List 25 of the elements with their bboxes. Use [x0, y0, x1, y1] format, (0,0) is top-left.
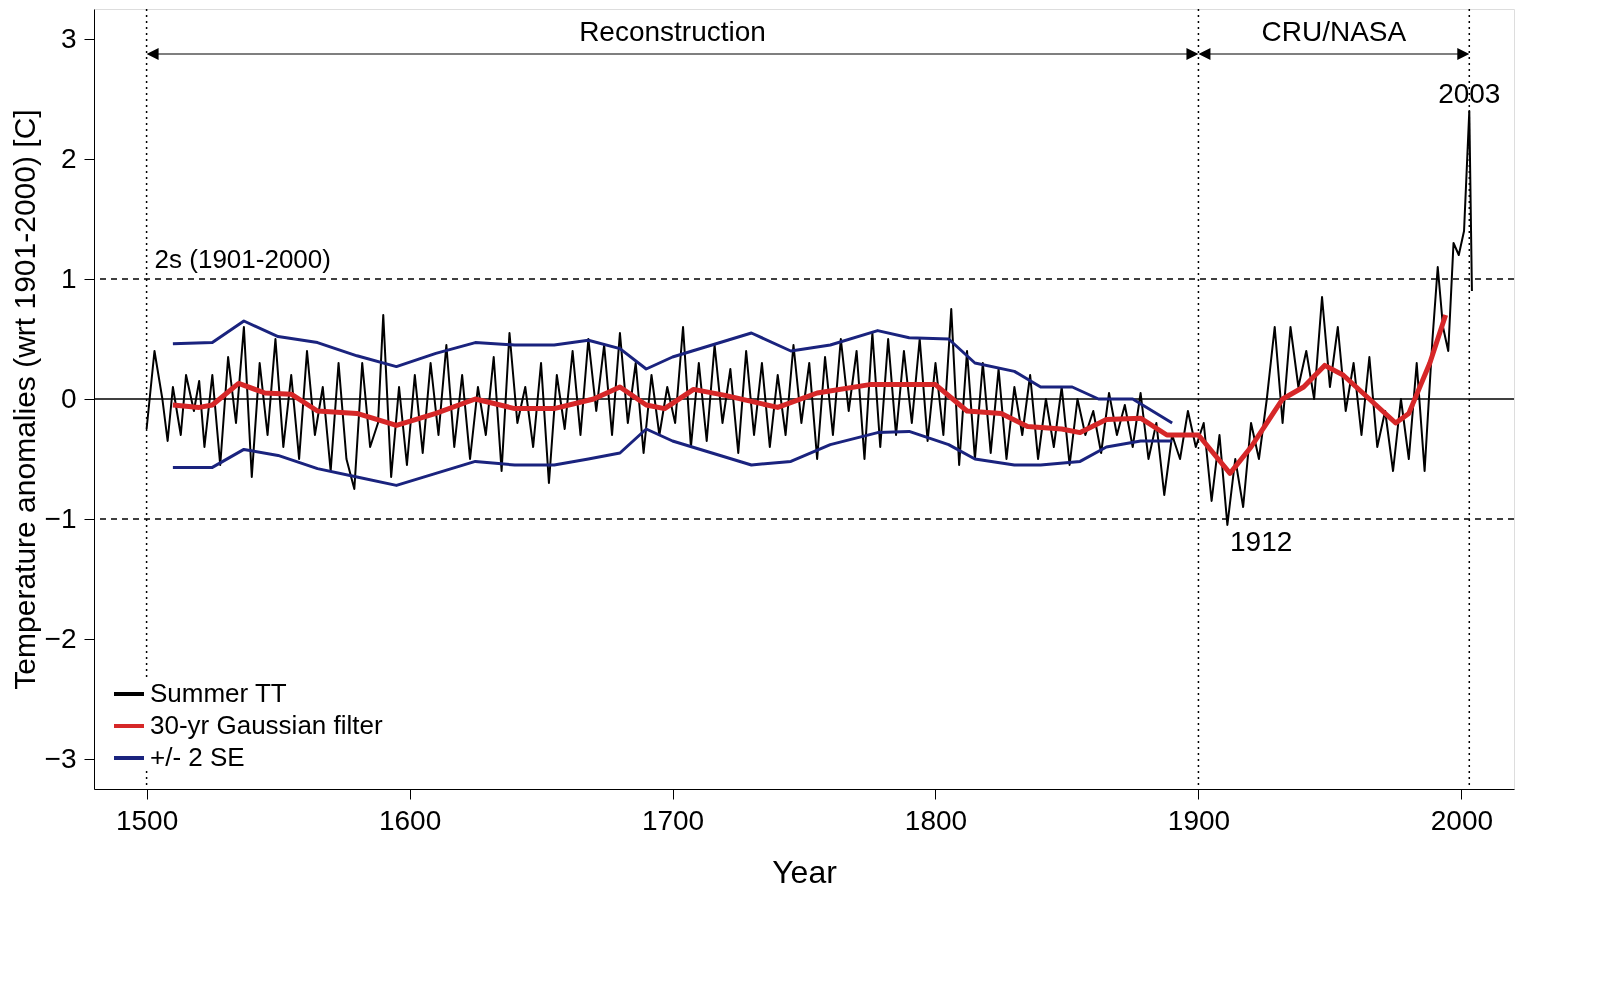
- line-series: [171, 427, 1174, 487]
- x-tick-label: 1700: [641, 804, 705, 836]
- annotation: Reconstruction: [579, 16, 766, 47]
- x-tick-label: 1900: [1167, 804, 1231, 836]
- legend-label: 30-yr Gaussian filter: [150, 710, 383, 740]
- x-tick-label: 2000: [1430, 804, 1494, 836]
- annotation: 1912: [1230, 526, 1293, 557]
- annotation: 2003: [1438, 78, 1501, 109]
- ref-line-label: 2s (1901-2000): [154, 244, 331, 274]
- annotation: CRU/NASA: [1261, 16, 1407, 47]
- x-tick-label: 1600: [378, 804, 442, 836]
- x-axis-title: Year: [772, 853, 838, 890]
- y-tick-label: −2: [44, 622, 77, 654]
- legend-label: Summer TT: [150, 678, 287, 708]
- y-tick-label: 2: [60, 142, 77, 174]
- x-tick-label: 1800: [904, 804, 968, 836]
- y-tick-label: 3: [60, 22, 77, 54]
- y-tick-label: −1: [44, 502, 77, 534]
- legend-label: +/- 2 SE: [150, 742, 245, 772]
- y-tick-label: −3: [44, 742, 77, 774]
- x-tick-label: 1500: [115, 804, 179, 836]
- y-tick-label: 1: [60, 262, 77, 294]
- y-tick-label: 0: [60, 382, 77, 414]
- y-axis-title: Temperature anomalies (wrt 1901-2000) [C]: [7, 109, 41, 690]
- line-series: [171, 319, 1174, 425]
